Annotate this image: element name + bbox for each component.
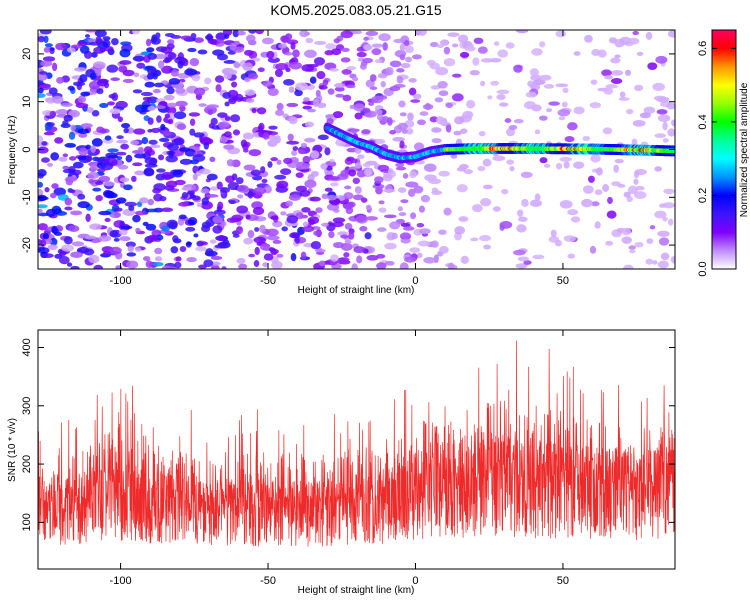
colorbar-tick-label: 0.4 [697,114,709,129]
snr-ytick-label: 300 [21,397,33,415]
snr-frame [37,329,676,570]
spectrogram-noise-blobs [38,30,675,269]
snr-ytick-label: 400 [21,338,33,356]
colorbar-ticks: 0.0 0.2 0.4 0.6 [697,29,737,277]
colorbar-tick-label: 0.2 [697,188,709,203]
snr-ylabel: SNR (10 * v/v) [7,418,18,482]
snr-xtick-label: 0 [412,575,418,587]
colorbar-label: Normalized spectral amplitude [739,82,750,217]
spectrogram-ytick-label: 10 [21,96,33,108]
spectrogram-xtick-label: -50 [260,275,276,287]
spectrogram-xlabel: Height of straight line (km) [298,285,415,296]
spectrogram-xtick-label: 50 [557,275,569,287]
figure-title: KOM5.2025.083.05.21.G15 [270,2,441,18]
snr-ytick-label: 200 [21,455,33,473]
spectrogram-xtick-label: -100 [110,275,132,287]
spectrogram-ytick-label: 20 [21,48,33,60]
spectrogram-signal [323,122,675,164]
snr-series-line [38,340,675,547]
spectrogram-ylabel: Frequency (Hz) [7,116,18,185]
colorbar-frame [711,29,737,270]
snr-plot-area [38,340,675,547]
snr-xlabel: Height of straight line (km) [298,585,415,596]
colorbar-tick-label: 0.6 [697,41,709,56]
snr-panel: -100 -50 0 50 100 200 300 400 Height of straigh… [7,329,676,596]
spectrogram-ytick-label: 0 [21,146,33,152]
snr-ticks: -100 -50 0 50 100 200 300 400 [21,330,675,587]
spectrogram-ytick-label: -20 [21,237,33,253]
snr-xtick-label: -100 [110,575,132,587]
spectrogram-xtick-label: 0 [412,275,418,287]
colorbar: 0.0 0.2 0.4 0.6 Normalized spectral amplitu… [697,29,750,277]
colorbar-tick-label: 0.0 [697,261,709,276]
spectrogram-image [38,30,675,269]
colorbar-gradient [712,30,736,269]
spectrogram-ytick-label: -10 [21,189,33,205]
snr-xtick-label: 50 [557,575,569,587]
snr-ytick-label: 100 [21,513,33,531]
snr-xtick-label: -50 [260,575,276,587]
